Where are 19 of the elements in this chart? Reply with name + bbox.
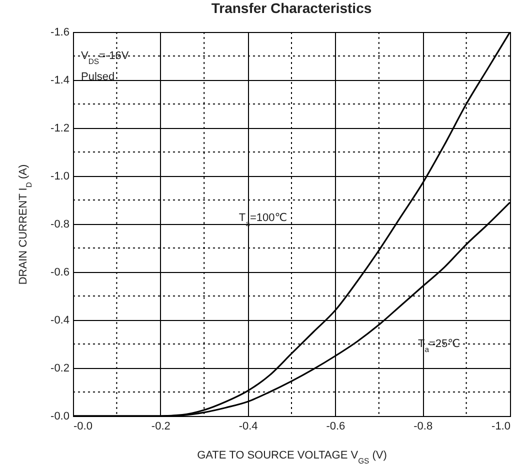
- y-tick-label: -1.4: [50, 74, 70, 86]
- annotation: V$_{DS}$=-16V: [81, 50, 130, 66]
- y-tick-label: -0.8: [50, 218, 70, 230]
- y-tick-label: -1.2: [50, 122, 70, 134]
- y-tick-label: -1.6: [50, 26, 70, 38]
- y-tick-label: -0.6: [50, 266, 70, 278]
- x-tick-label: -1.0: [492, 420, 510, 432]
- x-tick-label: -0.4: [238, 420, 258, 432]
- y-tick-label: -1.0: [50, 170, 70, 182]
- y-tick-label: -0.2: [50, 362, 70, 374]
- x-axis-title: GATE TO SOURCE VOLTAGE V$_{GS}$ (V): [197, 450, 387, 465]
- y-tick-label: -0.4: [50, 314, 70, 326]
- chart-title: Transfer Characteristics: [211, 0, 372, 16]
- x-tick-label: -0.8: [414, 420, 433, 432]
- x-tick-label: -0.2: [151, 420, 170, 432]
- x-tick-label: -0.6: [326, 420, 346, 432]
- y-tick-label: -0.0: [50, 410, 70, 422]
- annotation: Pulsed: [81, 71, 115, 83]
- x-tick-label: -0.0: [74, 420, 92, 432]
